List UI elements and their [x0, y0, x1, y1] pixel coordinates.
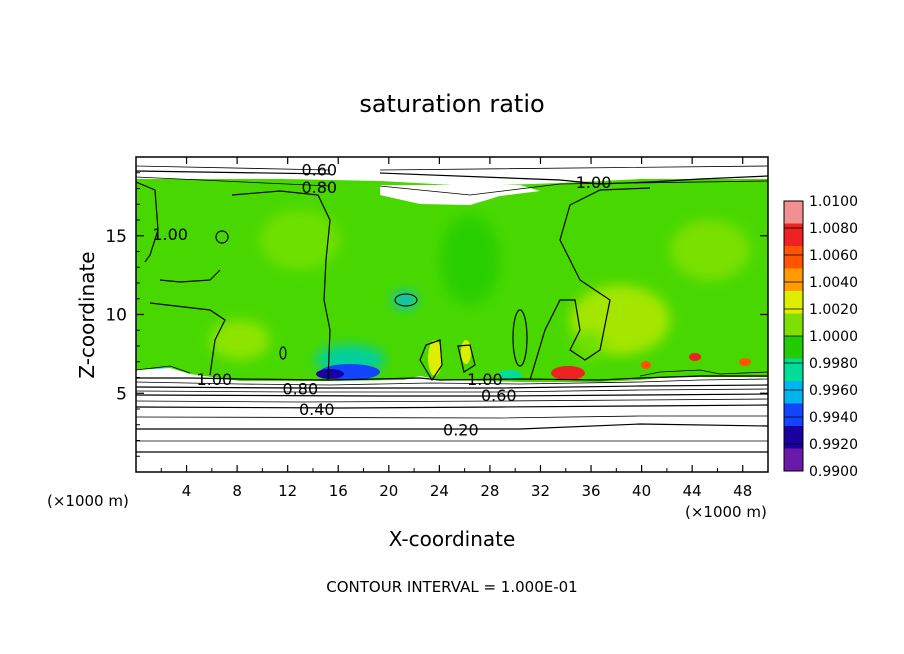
x-tick-label-4: 20 — [379, 482, 398, 500]
contour-lines — [135, 165, 769, 453]
colorbar-label-4: 1.0020 — [809, 302, 858, 318]
colorbar-label-7: 0.9960 — [809, 383, 858, 399]
footer-text: CONTOUR INTERVAL = 1.000E-01 — [326, 578, 577, 596]
contour-label-0: 0.60 — [301, 161, 337, 180]
contour-label-9: 0.20 — [443, 420, 479, 439]
colorbar-swatch-11 — [784, 448, 803, 472]
y-axis: 5 10 15 — [105, 172, 768, 457]
x-unit-left: (×1000 m) — [47, 492, 129, 510]
x-unit-right: (×1000 m) — [685, 503, 767, 521]
contour-label-5: 0.80 — [283, 380, 319, 399]
colorbar-label-6: 0.9980 — [809, 356, 858, 372]
colorbar: 1.0100 1.0080 1.0060 1.0040 1.0020 1.0000 0.99… — [783, 194, 858, 480]
colorbar-swatch-6 — [784, 336, 803, 359]
colorbar-swatch-8 — [784, 381, 803, 404]
contour-label-7: 1.00 — [467, 370, 503, 389]
colorbar-label-10: 0.9900 — [809, 464, 858, 480]
contour-label-3: 1.00 — [152, 225, 188, 244]
x-tick-label-10: 44 — [683, 482, 702, 500]
x-tick-label-1: 8 — [232, 482, 242, 500]
colorbar-swatch-4 — [784, 291, 803, 314]
colorbar-swatch-1 — [784, 223, 803, 247]
contour-label-4: 1.00 — [197, 370, 233, 389]
x-tick-label-0: 4 — [182, 482, 192, 500]
contour-label-2: 1.00 — [576, 173, 612, 192]
y-tick-label-2: 15 — [105, 227, 127, 247]
colorbar-swatch-0 — [784, 201, 803, 224]
x-axis: 4 8 12 16 20 24 28 32 36 40 44 48 — [160, 157, 752, 500]
x-tick-label-11: 48 — [733, 482, 752, 500]
colorbar-label-8: 0.9940 — [809, 410, 858, 426]
colorbar-label-5: 1.0000 — [809, 329, 858, 345]
chart-title: saturation ratio — [359, 90, 544, 118]
y-axis-label: Z-coordinate — [75, 251, 99, 378]
colorbar-swatch-7 — [784, 358, 803, 382]
saturation-field — [136, 157, 768, 472]
colorbar-swatch-3 — [784, 268, 803, 292]
x-tick-label-2: 12 — [278, 482, 297, 500]
contour-label-1: 0.80 — [301, 178, 337, 197]
y-tick-label-1: 10 — [105, 306, 127, 326]
colorbar-swatch-5 — [784, 313, 803, 337]
colorbar-swatch-10 — [784, 426, 803, 449]
contour-label-6: 0.40 — [299, 400, 335, 419]
x-tick-label-5: 24 — [430, 482, 449, 500]
dry-lower-region — [136, 368, 768, 472]
contour-label-8: 0.60 — [481, 386, 517, 405]
colorbar-label-3: 1.0040 — [809, 275, 858, 291]
x-tick-label-7: 32 — [531, 482, 550, 500]
colorbar-label-1: 1.0080 — [809, 221, 858, 237]
colorbar-label-9: 0.9920 — [809, 437, 858, 453]
y-tick-label-0: 5 — [116, 384, 127, 404]
contour-labels: 0.600.80 1.001.001.00 0.800.401.000.600.20 — [152, 161, 612, 440]
x-tick-label-9: 40 — [632, 482, 651, 500]
colorbar-label-2: 1.0060 — [809, 248, 858, 264]
x-tick-label-6: 28 — [480, 482, 499, 500]
colorbar-swatch-9 — [784, 403, 803, 427]
colorbar-label-0: 1.0100 — [809, 194, 858, 210]
x-axis-label: X-coordinate — [389, 527, 516, 551]
colorbar-swatch-2 — [784, 246, 803, 269]
x-tick-label-3: 16 — [329, 482, 348, 500]
x-tick-label-8: 36 — [581, 482, 600, 500]
